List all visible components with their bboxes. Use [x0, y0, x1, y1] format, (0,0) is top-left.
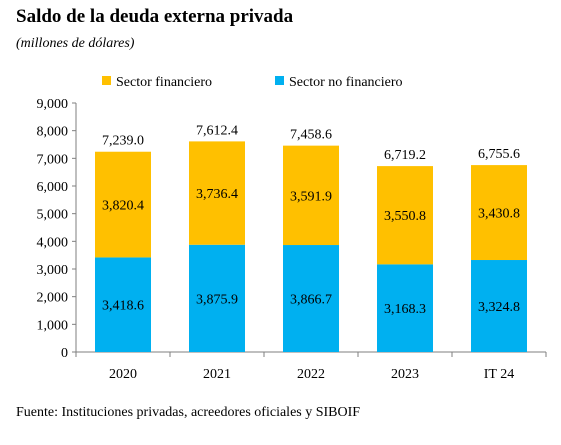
total-label: 7,239.0 [102, 134, 144, 149]
data-label: 3,550.8 [384, 209, 426, 224]
total-label: 6,755.6 [478, 147, 520, 162]
bar-segment [189, 141, 245, 245]
bar-segment [189, 244, 245, 352]
bar-segment [377, 166, 433, 265]
total-label: 7,612.4 [196, 123, 238, 138]
chart-subtitle: (millones de dólares) [16, 36, 135, 51]
data-label: 3,875.9 [196, 292, 238, 307]
y-tick-label: 0 [61, 346, 68, 361]
data-label: 3,591.9 [290, 189, 332, 204]
data-label: 3,168.3 [384, 302, 426, 317]
bar-segment [471, 165, 527, 261]
x-tick-label: 2023 [391, 367, 419, 382]
y-tick-label: 7,000 [37, 152, 69, 167]
x-tick-label: 2022 [297, 367, 325, 382]
y-tick-label: 5,000 [37, 208, 69, 223]
legend-label: Sector no financiero [289, 75, 403, 90]
total-label: 6,719.2 [384, 148, 426, 163]
stacked-bar-chart: 0 1,000 2,000 3,000 4,000 5,000 6,000 7,000 8,00… [37, 75, 547, 382]
bar-segment [377, 264, 433, 352]
x-tick-label: 2020 [109, 367, 137, 382]
y-tick-label: 1,000 [37, 318, 69, 333]
chart-title: Saldo de la deuda externa privada [16, 6, 294, 27]
data-label: 3,324.8 [478, 300, 520, 315]
bar-segment [471, 260, 527, 352]
x-tick-label: 2021 [203, 367, 231, 382]
legend-swatch [102, 76, 111, 85]
y-tick-label: 3,000 [37, 263, 69, 278]
total-label: 7,458.6 [290, 128, 332, 143]
legend-label: Sector financiero [116, 75, 212, 90]
bar-segment [95, 151, 151, 258]
y-tick-label: 4,000 [37, 235, 69, 250]
x-tick-label: IT 24 [484, 367, 514, 382]
data-label: 3,866.7 [290, 293, 332, 308]
data-label: 3,820.4 [102, 199, 144, 214]
bar-segment [283, 145, 339, 246]
y-tick-label: 8,000 [37, 125, 69, 140]
y-tick-label: 6,000 [37, 180, 69, 195]
data-label: 3,430.8 [478, 207, 520, 222]
legend-swatch [275, 76, 284, 85]
source-note: Fuente: Instituciones privadas, acreedor… [16, 405, 361, 420]
data-label: 3,418.6 [102, 299, 144, 314]
y-tick-label: 2,000 [37, 291, 69, 306]
bar-segment [283, 245, 339, 352]
data-label: 3,736.4 [196, 187, 238, 202]
y-tick-label: 9,000 [37, 97, 69, 112]
bar-segment [95, 257, 151, 352]
